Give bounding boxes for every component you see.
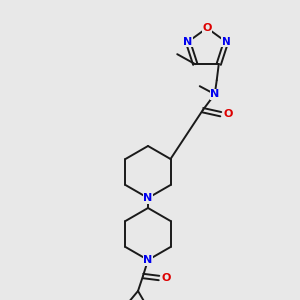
Text: N: N	[143, 193, 153, 203]
Text: O: O	[223, 109, 232, 119]
Text: O: O	[161, 273, 171, 283]
Text: N: N	[210, 89, 219, 99]
Text: N: N	[222, 37, 230, 47]
Text: O: O	[202, 23, 212, 33]
Text: N: N	[183, 37, 193, 47]
Text: N: N	[143, 255, 153, 265]
